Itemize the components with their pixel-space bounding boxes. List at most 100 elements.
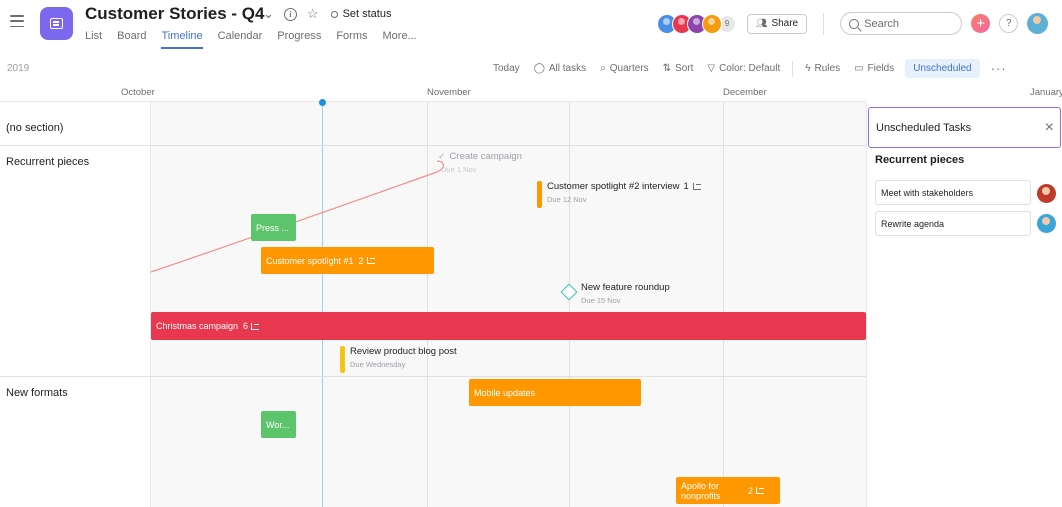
more-options-icon[interactable]: ··· xyxy=(990,61,1007,76)
panel-title: Unscheduled Tasks xyxy=(876,121,972,134)
section-row-no-section: (no section) xyxy=(0,102,866,146)
sort-button[interactable]: ⇅ Sort xyxy=(656,59,701,78)
divider xyxy=(823,12,825,35)
panel-section-title: Recurrent pieces xyxy=(875,154,965,166)
panel-header: Unscheduled Tasks × xyxy=(868,107,1061,148)
section-row-new-formats: New formats xyxy=(0,377,866,507)
share-button[interactable]: 👥︎ Share xyxy=(747,13,808,34)
check-icon: ✓ xyxy=(438,151,446,161)
members-count: 9 xyxy=(719,15,735,32)
task-name: Customer spotlight #2 interview xyxy=(547,181,680,192)
subtask-count: 2 xyxy=(358,255,364,266)
chevron-down-icon[interactable]: ⌄ xyxy=(263,6,274,21)
subtask-icon xyxy=(251,322,260,330)
task-bar xyxy=(537,181,542,208)
task-customer-spotlight-2[interactable]: Customer spotlight #2 interview 1 Due 12 … xyxy=(537,181,701,208)
set-status-button[interactable]: Set status xyxy=(330,8,392,20)
check-circle-icon: ◯ xyxy=(533,63,545,74)
search-icon xyxy=(849,18,860,29)
grid-line xyxy=(723,102,724,507)
close-icon[interactable]: × xyxy=(1044,118,1054,136)
timeline-toolbar: Today ◯ All tasks ⌕ Quarters ⇅ Sort ▽ Color:… xyxy=(486,59,1007,78)
subtask-count: 2 xyxy=(748,485,754,496)
task-name: Meet with stakeholders xyxy=(881,187,974,198)
task-name: Wor... xyxy=(266,419,290,430)
star-icon[interactable]: ☆ xyxy=(306,6,319,21)
year-label: 2019 xyxy=(7,63,30,74)
quarters-label: Quarters xyxy=(609,63,649,74)
menu-icon[interactable] xyxy=(10,15,24,27)
grid-line xyxy=(427,102,428,507)
status-dot-icon xyxy=(330,10,338,18)
help-button[interactable]: ? xyxy=(999,14,1019,33)
task-press[interactable]: Press ... xyxy=(251,214,296,241)
task-customer-spotlight-1[interactable]: Customer spotlight #1 2 xyxy=(261,247,434,274)
task-christmas-campaign[interactable]: Christmas campaign 6 xyxy=(151,312,866,340)
fields-label: Fields xyxy=(867,63,895,74)
avatar[interactable] xyxy=(1037,214,1056,233)
tab-timeline[interactable]: Timeline xyxy=(161,30,203,49)
task-name: Press ... xyxy=(256,222,290,233)
task-review-product-blog-post[interactable]: Review product blog post Due Wednesday xyxy=(340,346,457,373)
tab-forms[interactable]: Forms xyxy=(336,30,368,42)
section-title[interactable]: (no section) xyxy=(6,122,64,134)
color-button[interactable]: ▽ Color: Default xyxy=(700,59,787,78)
rules-button[interactable]: ϟ Rules xyxy=(798,59,847,78)
avatar xyxy=(702,13,722,34)
tab-board[interactable]: Board xyxy=(117,30,147,42)
task-create-campaign[interactable]: ✓ Create campaign Due 1 Nov xyxy=(438,151,522,174)
today-button[interactable]: Today xyxy=(486,59,527,78)
unscheduled-panel: Unscheduled Tasks × Recurrent pieces Mee… xyxy=(866,102,1062,507)
today-marker xyxy=(322,102,323,507)
section-column xyxy=(0,102,151,507)
task-due: Due 15 Nov xyxy=(581,296,621,305)
task-bar xyxy=(340,346,345,373)
unscheduled-task-card[interactable]: Rewrite agenda xyxy=(875,211,1031,236)
unscheduled-button[interactable]: Unscheduled xyxy=(905,59,980,78)
task-name: New feature roundup xyxy=(581,282,670,293)
all-tasks-label: All tasks xyxy=(548,63,587,74)
tab-progress[interactable]: Progress xyxy=(277,30,322,42)
project-title: Customer Stories - Q4 xyxy=(85,4,265,23)
section-title[interactable]: New formats xyxy=(6,387,68,399)
user-avatar[interactable] xyxy=(1027,13,1049,34)
task-mobile-updates[interactable]: Mobile updates xyxy=(469,379,641,406)
sort-label: Sort xyxy=(675,63,694,74)
task-name: Apollo for nonprofits xyxy=(681,480,721,501)
search-box[interactable] xyxy=(840,12,963,35)
task-name: Christmas campaign xyxy=(156,321,239,331)
task-wor[interactable]: Wor... xyxy=(261,411,296,438)
rules-label: Rules xyxy=(814,63,841,74)
tab-more[interactable]: More... xyxy=(382,30,417,42)
unscheduled-task-card[interactable]: Meet with stakeholders xyxy=(875,180,1031,205)
quarters-button[interactable]: ⌕ Quarters xyxy=(593,59,656,78)
month-label: October xyxy=(121,87,155,98)
milestone-new-feature-roundup[interactable]: New feature roundup Due 15 Nov xyxy=(581,282,670,305)
month-header: October November December January xyxy=(0,87,1062,101)
divider xyxy=(792,60,794,77)
section-title[interactable]: Recurrent pieces xyxy=(6,156,90,168)
zoom-icon: ⌕ xyxy=(600,63,606,74)
set-status-label: Set status xyxy=(342,8,392,20)
section-row-recurrent-pieces: Recurrent pieces xyxy=(0,146,866,377)
avatar[interactable] xyxy=(1037,184,1056,203)
project-tabs: List Board Timeline Calendar Progress Fo… xyxy=(85,30,432,49)
task-due: Due 1 Nov xyxy=(441,165,477,174)
task-name: Rewrite agenda xyxy=(881,218,945,229)
task-apollo-for-nonprofits[interactable]: Apollo for nonprofits 2 xyxy=(676,477,780,504)
tab-list[interactable]: List xyxy=(85,30,103,42)
project-members[interactable]: 9 xyxy=(657,13,735,34)
today-dot xyxy=(319,99,326,106)
all-tasks-button[interactable]: ◯ All tasks xyxy=(527,59,593,78)
tab-calendar[interactable]: Calendar xyxy=(217,30,263,42)
fields-icon: ▭ xyxy=(854,63,864,74)
fields-button[interactable]: ▭ Fields xyxy=(847,59,901,78)
subtask-count: 1 xyxy=(683,181,689,192)
info-icon[interactable]: i xyxy=(283,7,297,21)
month-label: December xyxy=(723,87,767,98)
subtask-icon xyxy=(366,257,375,264)
task-name: Create campaign xyxy=(449,151,522,162)
search-input[interactable] xyxy=(864,17,955,30)
quick-add-button[interactable]: + xyxy=(971,14,991,33)
lightning-icon: ϟ xyxy=(805,63,811,74)
